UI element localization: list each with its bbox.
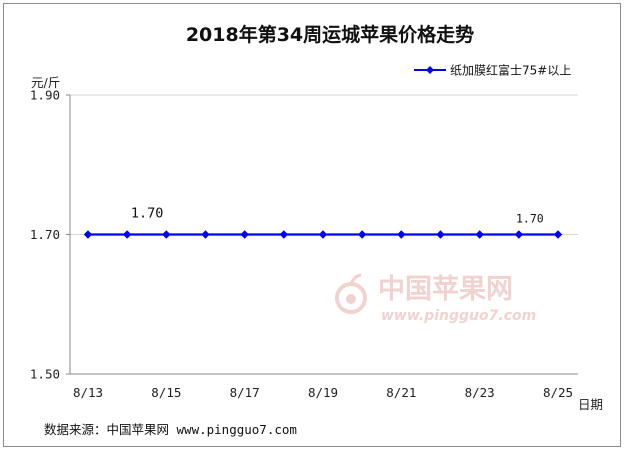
x-tick-label: 8/17 (230, 385, 260, 400)
data-point (83, 230, 93, 239)
data-label: 1.70 (131, 206, 164, 222)
y-axis-label: 元/斤 (31, 75, 60, 90)
x-tick-label: 8/13 (73, 385, 103, 400)
x-tick-labels: 8/13 8/15 8/17 8/19 8/21 8/23 8/25 (73, 385, 573, 400)
data-point (122, 230, 132, 239)
x-tick-label: 8/25 (543, 385, 573, 400)
y-tick-labels: 1.90 1.70 1.50 (30, 88, 60, 382)
x-tick-label: 8/19 (308, 385, 338, 400)
apple-logo-icon (335, 273, 367, 314)
y-tick-label: 1.90 (30, 88, 60, 103)
data-point (357, 230, 367, 239)
y-tick-label: 1.70 (30, 227, 60, 242)
data-point (318, 230, 328, 239)
x-tick-label: 8/15 (151, 385, 181, 400)
data-point (514, 230, 524, 239)
data-point (397, 230, 406, 239)
x-axis-label: 日期 (578, 397, 603, 412)
x-tick-label: 8/23 (465, 385, 495, 400)
data-labels: 1.70 1.70 (131, 206, 544, 226)
chart-frame (3, 3, 621, 447)
y-tick-label: 1.50 (30, 367, 60, 382)
source-text: 数据来源：中国苹果网 www.pingguo7.com (44, 422, 297, 437)
legend: 纸加膜红富士75#以上 (414, 63, 571, 78)
chart-title: 2018年第34周运城苹果价格走势 (186, 23, 474, 46)
data-label: 1.70 (516, 212, 544, 226)
series-line (83, 230, 563, 239)
data-point (436, 230, 445, 239)
legend-marker (426, 66, 434, 74)
watermark-name: 中国苹果网 (378, 274, 513, 305)
data-point (553, 230, 563, 239)
data-point (201, 230, 210, 239)
data-point (475, 230, 484, 239)
data-point (162, 230, 171, 239)
legend-label: 纸加膜红富士75#以上 (450, 63, 571, 78)
axes (69, 95, 578, 375)
x-tick-label: 8/21 (386, 385, 416, 400)
data-point (279, 230, 289, 239)
watermark: 中国苹果网 www.pingguo7.com (335, 273, 536, 324)
data-point (240, 230, 249, 239)
watermark-url: www.pingguo7.com (381, 308, 536, 324)
